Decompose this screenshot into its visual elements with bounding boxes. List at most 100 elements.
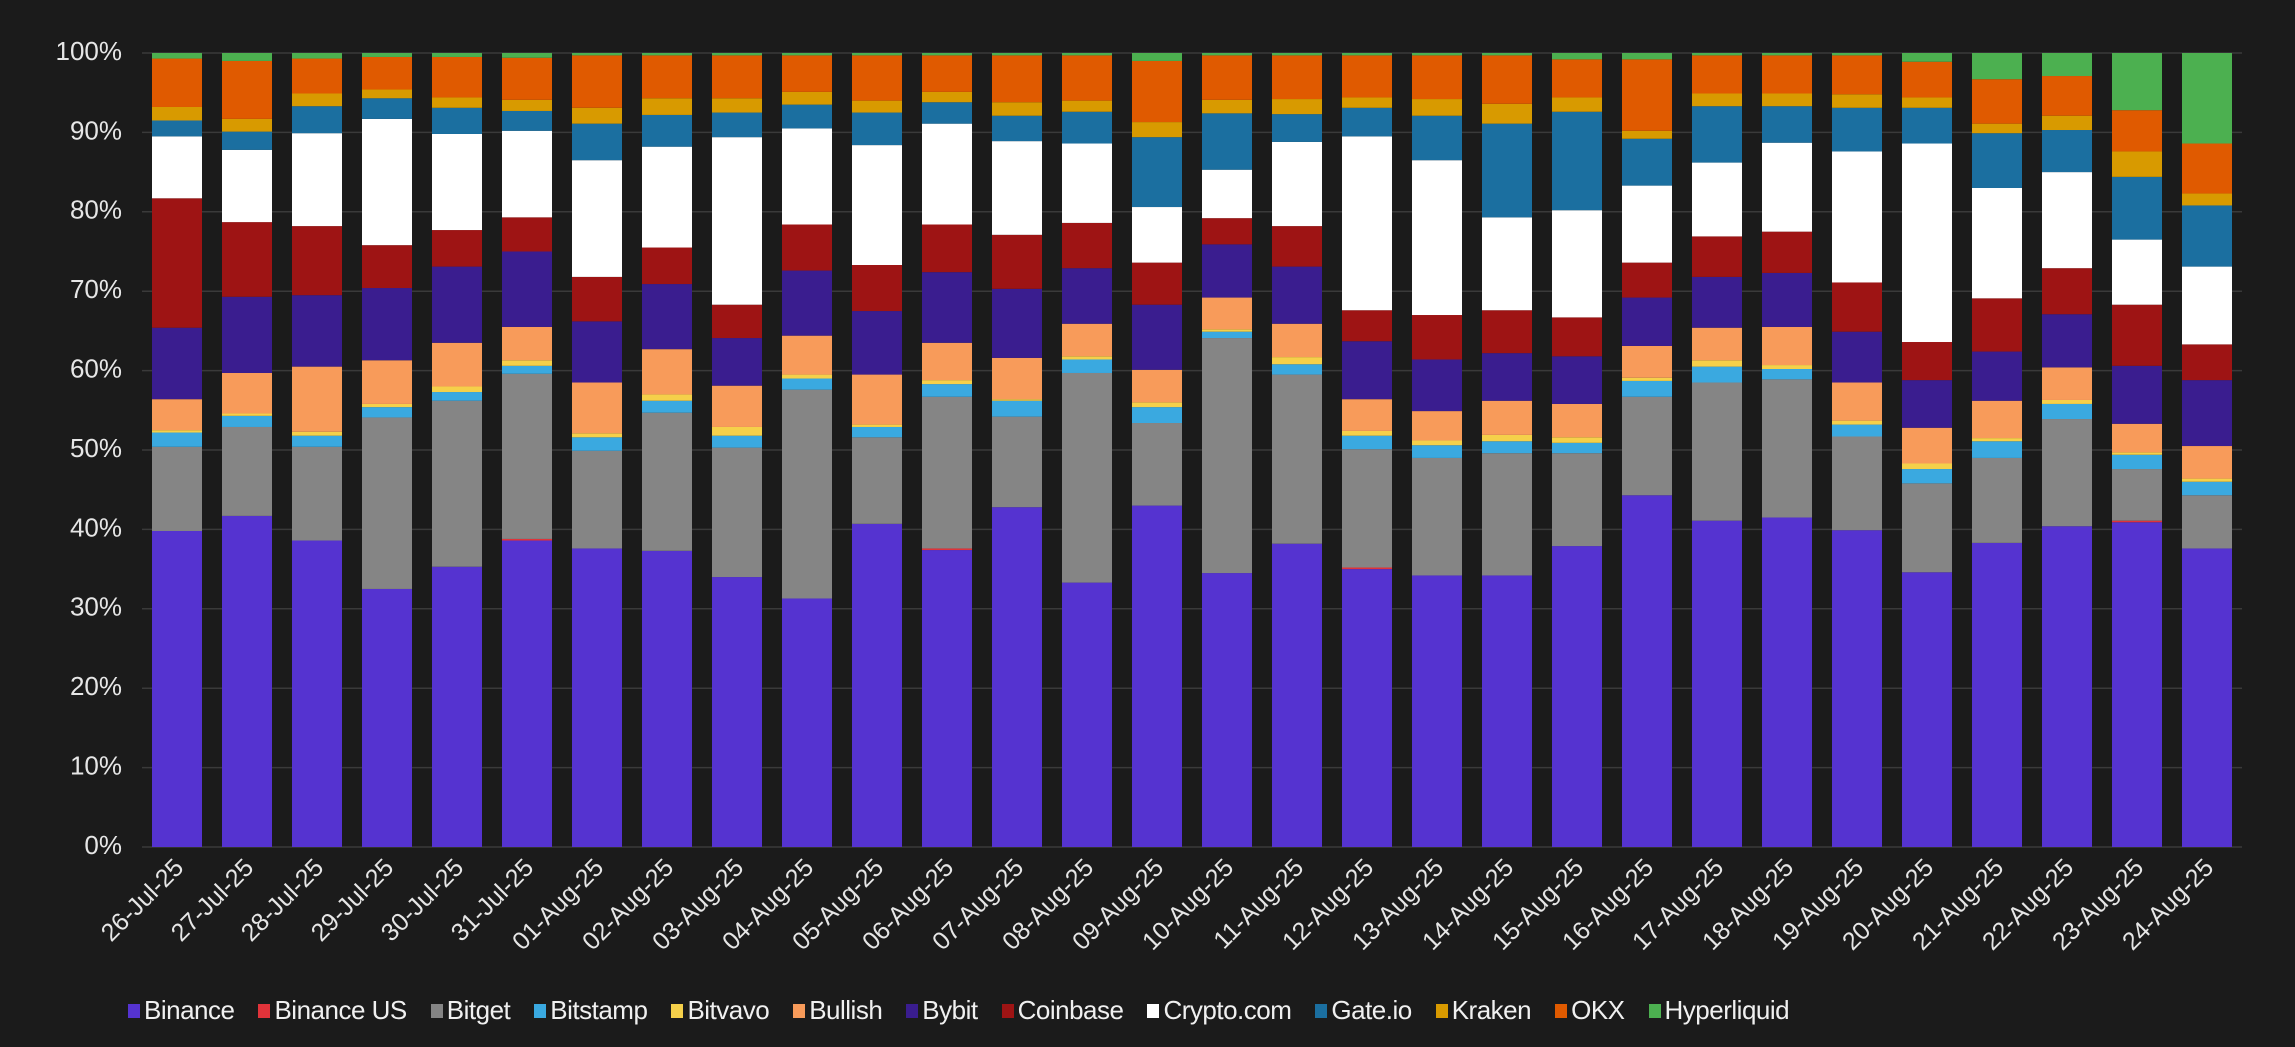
bar-segment-bitvavo <box>1622 377 1672 381</box>
bar-segment-gate-io <box>2182 205 2232 267</box>
bar-segment-kraken <box>782 91 832 105</box>
bar-segment-bitvavo <box>362 403 412 408</box>
bar-segment-bitstamp <box>152 432 202 447</box>
bar-segment-binance <box>432 566 482 847</box>
bar-segment-gate-io <box>642 114 692 147</box>
bar-segment-bitvavo <box>1272 357 1322 365</box>
bar-segment-binance <box>222 515 272 847</box>
bar-segment-bybit <box>362 288 412 361</box>
bar-segment-gate-io <box>1622 138 1672 186</box>
bar-segment-binance <box>2042 526 2092 847</box>
bar-segment-hyperliquid <box>1832 53 1882 56</box>
bar-segment-bullish <box>1062 323 1112 357</box>
bar-segment-crypto-com <box>1552 210 1602 318</box>
bar-segment-bitget <box>1622 396 1672 496</box>
bar-segment-bullish <box>222 372 272 414</box>
bar-segment-binance <box>1762 517 1812 847</box>
bar-segment-kraken <box>1202 99 1252 114</box>
legend-item: Hyperliquid <box>1648 995 1790 1026</box>
bar-segment-bitget <box>1062 372 1112 583</box>
bar-segment-coinbase <box>1342 310 1392 342</box>
bar-segment-coinbase <box>712 304 762 339</box>
bar-segment-okx <box>502 57 552 100</box>
bar-segment-bybit <box>1412 359 1462 412</box>
bar-segment-bitget <box>642 412 692 551</box>
bar-segment-bitstamp <box>2182 481 2232 496</box>
bar-segment-binance <box>1132 505 1182 847</box>
bar-segment-hyperliquid <box>1972 53 2022 80</box>
bar-segment-crypto-com <box>1692 162 1742 237</box>
bar-segment-gate-io <box>712 112 762 138</box>
bar-segment-okx <box>922 55 972 92</box>
legend-label: Bybit <box>922 995 978 1025</box>
bar-segment-bybit <box>1832 331 1882 383</box>
bar-segment-bullish <box>852 374 902 425</box>
y-tick-label: 60% <box>70 353 122 383</box>
bar-segment-bybit <box>292 295 342 367</box>
bar-segment-okx <box>1342 55 1392 98</box>
bar-segment-bitstamp <box>502 365 552 374</box>
bar-segment-hyperliquid <box>1552 53 1602 60</box>
bar-segment-binance-us <box>502 538 552 541</box>
bar-segment-bullish <box>432 342 482 387</box>
bar-segment-crypto-com <box>2182 266 2232 345</box>
bar-segment-hyperliquid <box>1692 53 1742 56</box>
bar-segment-hyperliquid <box>222 53 272 61</box>
bar-segment-binance <box>992 507 1042 847</box>
bar-segment-kraken <box>1832 94 1882 108</box>
bar-segment-bitvavo <box>1202 329 1252 332</box>
bar-segment-crypto-com <box>362 118 412 246</box>
bar-segment-bullish <box>1482 400 1532 435</box>
bar-segment-bitstamp <box>362 407 412 418</box>
bar-segment-bullish <box>1972 400 2022 439</box>
bar-segment-bitstamp <box>1692 366 1742 383</box>
bar-segment-bullish <box>922 342 972 381</box>
bar-segment-bybit <box>1692 276 1742 328</box>
bar-segment-bullish <box>1902 427 1952 464</box>
bar-stack <box>1062 53 1112 847</box>
bar-segment-hyperliquid <box>852 53 902 56</box>
y-tick-label: 80% <box>70 195 122 225</box>
bar-segment-binance <box>2112 522 2162 847</box>
bar-segment-bitvavo <box>992 399 1042 401</box>
bar-segment-crypto-com <box>572 160 622 277</box>
bar-segment-coinbase <box>292 226 342 296</box>
bar-segment-gate-io <box>432 107 482 134</box>
bar-segment-coinbase <box>572 276 622 322</box>
bar-segment-hyperliquid <box>1482 53 1532 56</box>
bar-segment-okx <box>712 55 762 99</box>
bar-segment-binance <box>362 588 412 847</box>
bar-segment-bybit <box>2112 365 2162 424</box>
bar-stack <box>782 53 832 847</box>
bar-segment-coinbase <box>432 230 482 267</box>
bar-segment-kraken <box>1622 130 1672 139</box>
bar-segment-crypto-com <box>1832 151 1882 283</box>
legend-item: Binance US <box>258 995 407 1026</box>
bar-segment-crypto-com <box>292 133 342 227</box>
y-tick-label: 70% <box>70 274 122 304</box>
bar-segment-gate-io <box>1412 115 1462 161</box>
bar-segment-kraken <box>642 98 692 115</box>
bar-segment-bybit <box>1342 341 1392 400</box>
bar-segment-bitstamp <box>1832 424 1882 437</box>
bar-stack <box>1692 53 1742 847</box>
bar-segment-hyperliquid <box>1272 53 1322 56</box>
legend-label: Bullish <box>809 995 883 1025</box>
bar-segment-kraken <box>152 106 202 121</box>
bar-segment-gate-io <box>922 102 972 124</box>
bar-segment-bullish <box>642 349 692 395</box>
bar-segment-bybit <box>502 251 552 327</box>
bar-segment-binance <box>1552 546 1602 847</box>
bar-segment-hyperliquid <box>1622 53 1672 60</box>
bar-segment-okx <box>1412 55 1462 100</box>
y-axis-ticks: 0% 10% 20% 30% 40% 50% 60% 70% 80% 90% 100% <box>56 36 123 860</box>
bar-segment-coinbase <box>1762 231 1812 273</box>
bar-segment-bitget <box>1902 483 1952 573</box>
legend-swatch <box>1648 1003 1661 1018</box>
bar-segment-bybit <box>1482 353 1532 401</box>
bar-segment-gate-io <box>1202 113 1252 170</box>
bar-segment-kraken <box>1972 123 2022 134</box>
bar-segment-coinbase <box>1412 315 1462 360</box>
bar-segment-hyperliquid <box>152 53 202 59</box>
bar-segment-coinbase <box>922 224 972 273</box>
